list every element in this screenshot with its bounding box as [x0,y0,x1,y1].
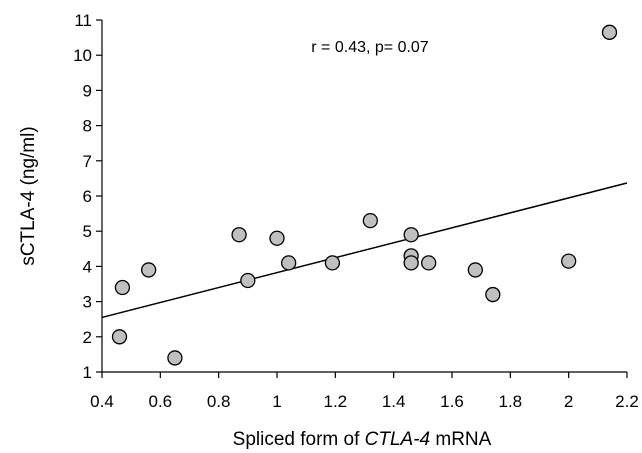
x-tick-label-0: 0.4 [90,392,114,411]
data-point-3 [167,350,183,366]
data-point-16 [561,253,577,269]
y-axis-title: sCTLA-4 (ng/ml) [18,126,39,265]
y-tick-label-8: 9 [83,81,92,100]
data-point-17 [601,24,618,40]
x-tick-label-1: 0.6 [149,392,173,411]
data-point-5 [240,272,256,289]
data-point-13 [421,255,437,271]
x-axis-title-prefix: Spliced form of [233,429,365,450]
x-tick-label-7: 1.8 [499,392,523,411]
trendline-group [101,182,628,319]
y-tick-label-6: 7 [83,152,92,171]
y-tick-label-7: 8 [83,117,92,136]
x-tick-label-2: 0.8 [207,392,231,411]
y-tick-label-4: 5 [83,222,92,241]
x-tick-label-9: 2.2 [615,392,639,411]
x-tick-label-4: 1.2 [324,392,348,411]
y-tick-label-0: 1 [83,363,92,382]
regression-line [101,182,628,319]
y-tick-label-5: 6 [83,187,92,206]
axes: 1 2 3 4 5 6 7 8 9 10 11 0.4 0.6 0.8 1 1.2 1.4 1.6 1.8 2 2.2 [73,11,639,411]
data-point-6 [269,230,285,246]
x-axis-title: Spliced form of CTLA-4 mRNA [233,429,492,450]
data-point-8 [324,255,341,271]
data-point-9 [362,212,378,229]
y-tick-label-2: 3 [83,293,92,312]
y-tick-label-3: 4 [83,257,92,276]
x-tick-label-8: 2 [564,392,573,411]
data-point-1 [114,279,131,296]
x-tick-label-3: 1 [272,392,281,411]
data-point-7 [281,255,297,271]
y-tick-label-1: 2 [83,328,92,347]
x-axis-title-italic: CTLA-4 [365,429,430,450]
data-point-4 [231,227,247,243]
data-points [111,24,618,366]
data-point-0 [111,329,128,345]
data-point-2 [141,262,157,278]
data-point-15 [485,286,501,303]
data-point-10 [403,227,419,243]
x-tick-label-5: 1.4 [382,392,406,411]
correlation-annotation: r = 0.43, p= 0.07 [311,39,429,56]
data-point-14 [467,262,483,278]
x-tick-label-6: 1.6 [440,392,464,411]
y-tick-label-10: 11 [74,11,92,30]
x-axis-title-suffix: mRNA [430,429,492,450]
data-point-12 [403,255,419,271]
y-tick-label-9: 10 [73,46,92,65]
